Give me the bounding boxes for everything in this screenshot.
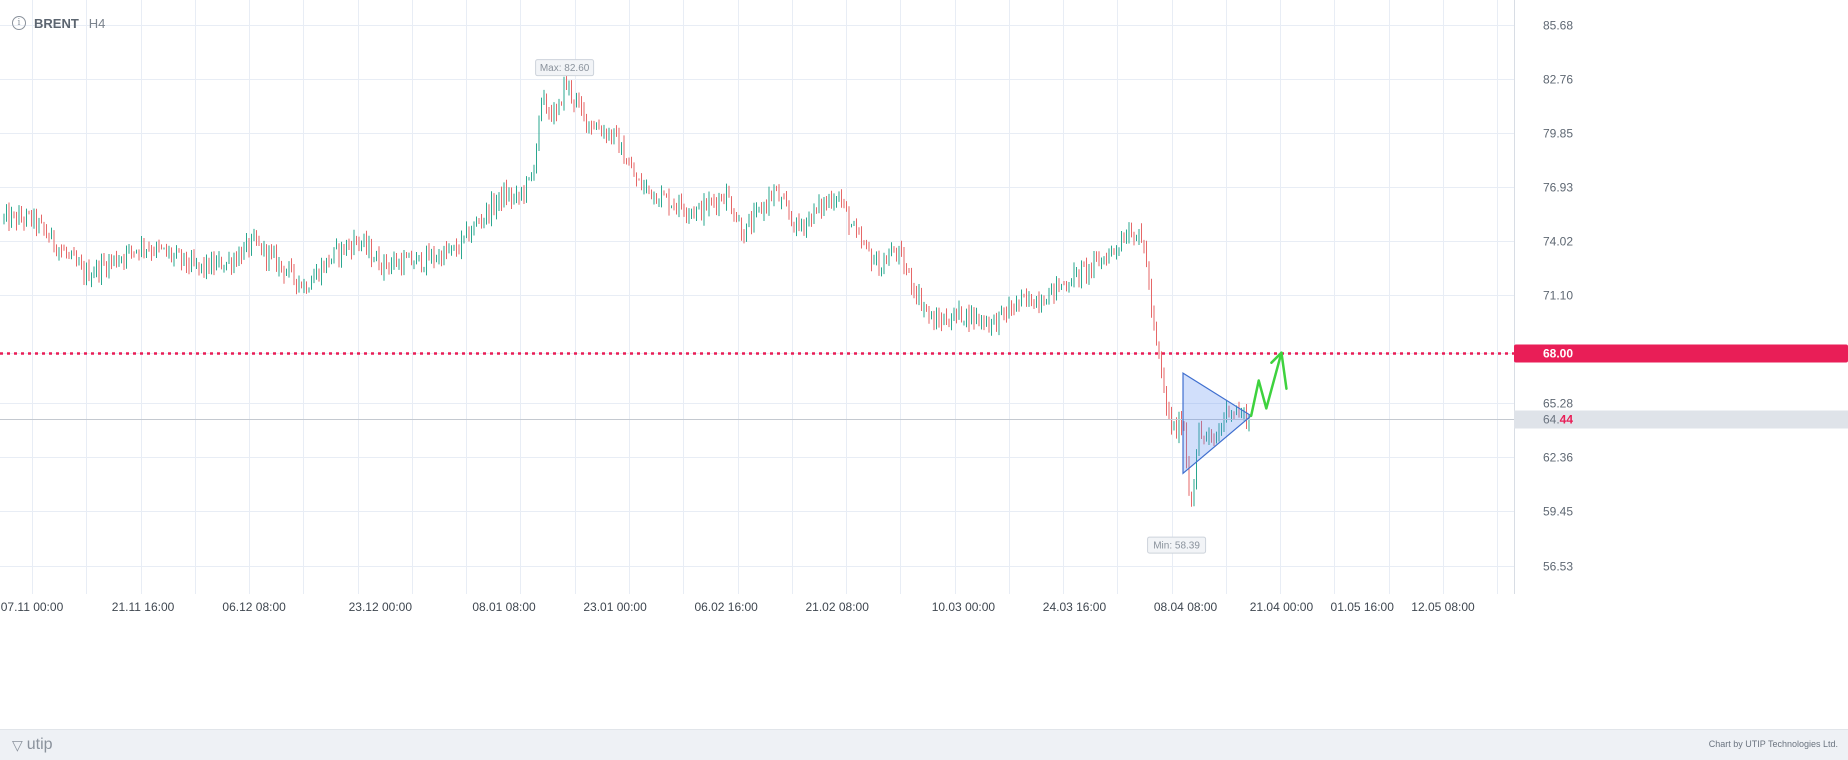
max-callout: Max: 82.60	[535, 59, 595, 77]
symbol-label: BRENT	[34, 15, 79, 31]
min-callout-text: Min: 58.39	[1153, 541, 1200, 552]
min-callout: Min: 58.39	[1147, 536, 1207, 554]
x-tick-label: 06.02 16:00	[694, 600, 758, 614]
triangle-pattern	[1182, 372, 1253, 475]
y-tick-label: 74.02	[1543, 235, 1573, 249]
chart-header: i BRENT H4	[12, 14, 105, 32]
x-tick-label: 08.01 08:00	[472, 600, 536, 614]
current-price-label: 64.44	[1543, 413, 1573, 427]
y-tick-label: 79.85	[1543, 127, 1573, 141]
y-tick-label: 59.45	[1543, 505, 1573, 519]
axis-layer: 85.68 82.76 79.85 76.93 74.02 71.10 65.28 62.36…	[1, 0, 1848, 729]
x-tick-label: 21.04 00:00	[1250, 600, 1314, 614]
x-tick-label: 07.11 00:00	[1, 600, 64, 614]
max-callout-text: Max: 82.60	[540, 63, 590, 74]
x-tick-label: 08.04 08:00	[1154, 600, 1218, 614]
current-price-suffix: 44	[1560, 413, 1574, 427]
x-tick-label: 21.02 08:00	[806, 600, 870, 614]
x-tick-label: 23.01 00:00	[583, 600, 647, 614]
y-tick-label: 62.36	[1543, 451, 1573, 465]
brand-name: utip	[26, 736, 53, 753]
resistance-tag	[1514, 344, 1848, 363]
y-tick-label: 56.53	[1543, 560, 1573, 574]
current-price-tag	[1514, 410, 1848, 429]
price-axis-panel	[1514, 0, 1848, 729]
x-tick-label: 12.05 08:00	[1411, 600, 1475, 614]
timeframe-label[interactable]: H4	[88, 15, 106, 31]
x-tick-label: 01.05 16:00	[1331, 600, 1395, 614]
brand-logo: ▽ utip	[12, 736, 53, 754]
overlay-layer: Max: 82.60 Min: 58.39	[0, 59, 1514, 554]
y-tick-label: 82.76	[1543, 73, 1573, 87]
y-tick-label: 76.93	[1543, 181, 1573, 195]
utip-logo-icon: ▽	[12, 736, 23, 753]
y-tick-label: 85.68	[1543, 19, 1573, 33]
credit-text: Chart by UTIP Technologies Ltd.	[1708, 739, 1838, 749]
forecast-arrow	[1249, 351, 1283, 418]
max-callout-box	[535, 59, 595, 77]
min-callout-box	[1147, 536, 1207, 554]
x-tick-label: 24.03 16:00	[1043, 600, 1107, 614]
x-tick-label: 06.12 08:00	[222, 600, 286, 614]
info-icon[interactable]: i	[12, 16, 26, 30]
chart-footer: ▽ utip Chart by UTIP Technologies Ltd.	[0, 729, 1848, 760]
y-tick-label: 71.10	[1543, 289, 1573, 303]
current-price-prefix: 64.	[1543, 413, 1560, 427]
x-tick-label: 10.03 00:00	[932, 600, 996, 614]
y-tick-label: 65.28	[1543, 397, 1573, 411]
resistance-label: 68.00	[1543, 347, 1573, 361]
x-tick-label: 21.11 16:00	[112, 600, 175, 614]
x-tick-label: 23.12 00:00	[349, 600, 413, 614]
grid-layer	[0, 0, 1514, 594]
candles-layer	[3, 73, 1250, 507]
price-chart[interactable]: Max: 82.60 Min: 58.39 85.68 82.76 79.85 76.9…	[0, 0, 1848, 729]
forecast-arrow-head	[1270, 351, 1288, 390]
